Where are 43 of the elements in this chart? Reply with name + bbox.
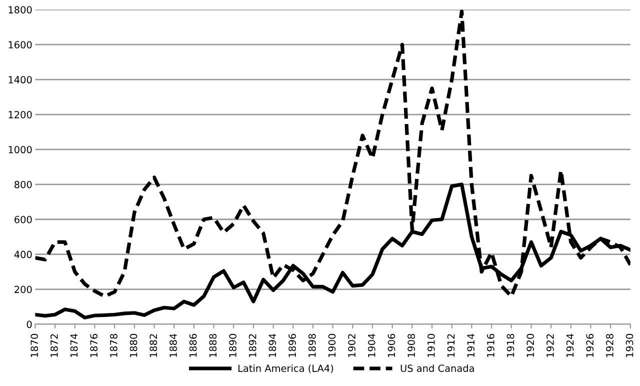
y-tick-label: 800 (14, 180, 32, 188)
x-tick-label: 1900 (328, 334, 336, 357)
y-tick-label: 1800 (8, 6, 32, 14)
x-tick-label: 1886 (189, 334, 197, 357)
x-tick-label: 1930 (626, 334, 634, 357)
x-tick-label: 1882 (150, 334, 158, 357)
x-tick-label: 1912 (447, 334, 455, 357)
x-tick-label: 1918 (506, 334, 514, 357)
x-tick-label: 1924 (566, 334, 574, 357)
x-tick-label: 1926 (586, 334, 594, 357)
x-tick-label: 1874 (70, 334, 78, 357)
x-tick-label: 1872 (50, 334, 58, 357)
x-tick-label: 1880 (130, 334, 138, 357)
x-tick-label: 1888 (209, 334, 217, 357)
x-tick-label: 1878 (110, 334, 118, 357)
legend-label: US and Canada (400, 364, 474, 372)
y-tick-label: 600 (14, 216, 32, 224)
x-tick-label: 1914 (467, 334, 474, 357)
y-tick-label: 1600 (8, 41, 32, 48)
y-tick-label: 1200 (8, 110, 32, 118)
x-tick-label: 1884 (170, 334, 177, 357)
x-tick-label: 1906 (388, 334, 396, 357)
x-tick-label: 1910 (427, 334, 435, 357)
y-tick-label: 0 (26, 320, 32, 328)
x-tick-label: 1902 (348, 334, 356, 357)
x-tick-label: 1890 (229, 334, 236, 357)
x-tick-label: 1916 (486, 334, 494, 357)
x-tick-label: 1908 (408, 334, 415, 357)
x-tick-label: 1922 (546, 334, 554, 357)
y-tick-label: 200 (14, 286, 32, 294)
x-tick-label: 1898 (308, 334, 316, 357)
legend-label: Latin America (LA4) (238, 364, 334, 374)
x-tick-label: 1904 (368, 334, 376, 357)
x-tick-label: 1894 (268, 334, 276, 357)
x-tick-label: 1870 (30, 334, 38, 357)
x-tick-label: 1920 (526, 334, 534, 357)
y-tick-label: 400 (14, 250, 32, 258)
x-tick-label: 1896 (288, 334, 296, 357)
x-tick-label: 1928 (606, 334, 614, 357)
x-tick-label: 1876 (90, 334, 98, 357)
y-tick-label: 1400 (8, 76, 32, 84)
x-tick-label: 1892 (248, 334, 256, 357)
y-tick-label: 1000 (8, 146, 32, 154)
